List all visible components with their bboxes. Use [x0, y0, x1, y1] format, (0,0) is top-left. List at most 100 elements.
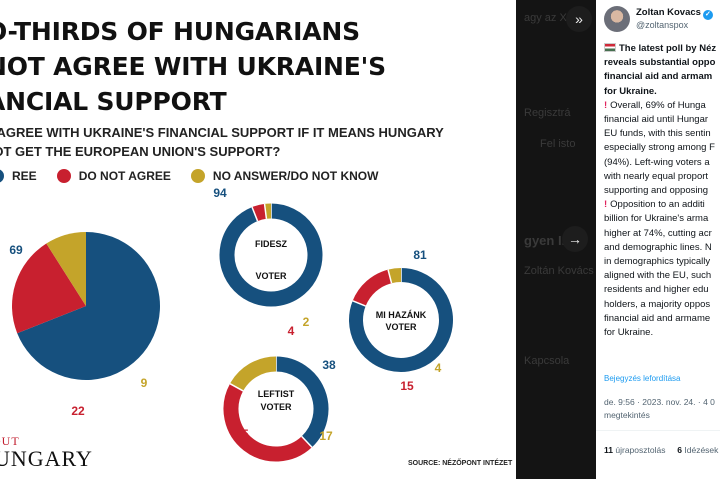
chart-title: VOTER	[260, 402, 292, 412]
data-label: 9	[141, 376, 148, 390]
tweet-meta: de. 9:56 · 2023. nov. 24. · 4 0 megtekin…	[604, 396, 720, 422]
data-label: 94	[213, 186, 227, 200]
views-label: megtekintés	[604, 410, 650, 420]
tweet-line: reveals substantial oppo	[604, 57, 716, 69]
tweet-line: for Ukraine.	[604, 327, 654, 339]
data-label: 81	[413, 248, 427, 262]
data-label: 15	[400, 379, 414, 393]
tweet-line: for Ukraine.	[604, 85, 657, 97]
arrow-right-icon: →	[568, 231, 582, 247]
legend-label: REE	[12, 169, 37, 183]
legend-item-noanswer: NO ANSWER/DO NOT KNOW	[190, 169, 379, 183]
exclamation-icon: !	[604, 99, 608, 111]
background-text: Regisztrá	[524, 107, 571, 119]
segment-separator	[387, 269, 393, 284]
chart-title: VOTER	[385, 322, 417, 332]
tweet-text: The latest poll by Néz reveals substanti…	[604, 42, 720, 340]
data-label: 69	[9, 243, 23, 257]
publisher-logo: UNGARY	[0, 446, 93, 471]
tweet-panel: Zoltan Kovacs ✓ @zoltanspox The latest po…	[596, 0, 720, 479]
data-label: 38	[322, 358, 336, 372]
timestamp[interactable]: de. 9:56 · 2023. nov. 24. · 4 0	[604, 397, 715, 407]
donut-segment	[388, 268, 402, 284]
translate-post-link[interactable]: Bejegyzés lefordítása	[604, 374, 681, 383]
avatar[interactable]	[604, 6, 630, 32]
tweet-line: residents and higher edu	[604, 284, 709, 296]
data-label: 2	[303, 315, 310, 329]
tweet-line: financial aid until Hungar	[604, 114, 709, 126]
donut-segment	[219, 203, 323, 307]
double-chevron-icon: »	[575, 11, 583, 27]
tweet-line: EU funds, with this sentin	[604, 128, 711, 140]
question-line: NOT GET THE EUROPEAN UNION'S SUPPORT?	[0, 144, 281, 159]
data-label: 22	[71, 404, 85, 418]
chart-title: VOTER	[255, 271, 287, 281]
tweet-line: higher at 74%, cutting acr	[604, 227, 712, 239]
tweet-line: aligned with the EU, such	[604, 270, 712, 282]
author-name-text: Zoltan Kovacs	[636, 7, 701, 18]
segment-separator	[301, 435, 313, 448]
legend-label: DO NOT AGREE	[78, 169, 171, 183]
tweet-line: in demographics typically	[604, 256, 711, 268]
segment-separator	[352, 300, 366, 307]
legend-swatch	[190, 169, 205, 183]
quotes-stat[interactable]: 6 Idézések	[677, 445, 719, 455]
tweet-line: The latest poll by Néz	[604, 42, 720, 56]
tweet-line: with nearly equal proport	[604, 170, 709, 182]
author-handle[interactable]: @zoltanspox	[636, 20, 689, 30]
collapse-panel-button[interactable]: »	[566, 6, 592, 32]
chart-title: MI HAZÁNK	[376, 310, 427, 320]
donut-segment	[275, 356, 329, 448]
tweet-line: especially strong among F	[604, 142, 715, 154]
question-line: U AGREE WITH UKRAINE'S FINANCIAL SUPPORT…	[0, 125, 444, 140]
tweet-line: financial aid and armame	[604, 312, 711, 324]
verified-badge-icon: ✓	[702, 10, 713, 20]
background-text: Zoltán Kovács	[524, 265, 594, 277]
divider	[596, 430, 720, 431]
chart-title: FIDESZ	[255, 239, 288, 249]
hungary-flag-icon	[604, 43, 616, 52]
donut-segment	[229, 356, 277, 392]
tweet-line: billion for Ukraine's arma	[604, 213, 709, 225]
segment-separator	[263, 203, 268, 219]
data-label: 17	[319, 429, 333, 443]
legend-label: NO ANSWER/DO NOT KNOW	[212, 169, 379, 183]
exclamation-icon: !	[604, 199, 608, 211]
next-image-button[interactable]: →	[562, 226, 588, 252]
background-text: agy az X	[524, 12, 567, 24]
chart-title: LEFTIST	[258, 389, 295, 399]
background-text: Fel isto	[540, 138, 576, 150]
infographic-headline: O-THIRDS OF HUNGARIANS NOT AGREE WITH UK…	[0, 14, 516, 119]
tweet-line: supporting and opposing	[604, 185, 709, 197]
tweet-line: holders, a majority oppos	[604, 298, 711, 310]
donut-segment	[349, 268, 453, 372]
headline-line: O-THIRDS OF HUNGARIANS	[0, 17, 360, 46]
pie-slice	[17, 232, 161, 380]
author-name[interactable]: Zoltan Kovacs ✓	[636, 7, 713, 20]
donut-segment	[352, 269, 392, 307]
data-label: 45	[235, 427, 249, 441]
legend-item-agree: REE	[0, 169, 37, 183]
headline-line: ANCIAL SUPPORT	[0, 87, 227, 116]
background-text: Kapcsola	[524, 355, 570, 367]
donut-segment	[252, 203, 267, 222]
reposts-stat[interactable]: 11 újraposztolás	[604, 445, 666, 455]
chart-legend: REE DO NOT AGREE NO ANSWER/DO NOT KNOW	[0, 166, 398, 186]
legend-item-disagree: DO NOT AGREE	[56, 169, 171, 183]
source-credit: SOURCE: NÉZŐPONT INTÉZET	[408, 460, 513, 467]
tweet-line: ! Overall, 69% of Hunga	[604, 99, 706, 111]
tweet-line: financial aid and armam	[604, 71, 713, 83]
headline-line: NOT AGREE WITH UKRAINE'S	[0, 52, 386, 81]
infographic-question: U AGREE WITH UKRAINE'S FINANCIAL SUPPORT…	[0, 123, 516, 161]
tweet-line: (94%). Left-wing voters a	[604, 156, 710, 168]
tweet-line: and demographic lines. N	[604, 241, 712, 253]
segment-separator	[251, 206, 259, 222]
image-viewer: O-THIRDS OF HUNGARIANS NOT AGREE WITH UK…	[0, 0, 516, 479]
logo-text-top: OUT	[0, 434, 20, 448]
legend-swatch	[56, 169, 71, 183]
tweet-line: ! Opposition to an additi	[604, 199, 705, 211]
pie-slice	[12, 243, 87, 334]
donut-segment	[223, 383, 312, 462]
pie-slice	[46, 232, 86, 306]
